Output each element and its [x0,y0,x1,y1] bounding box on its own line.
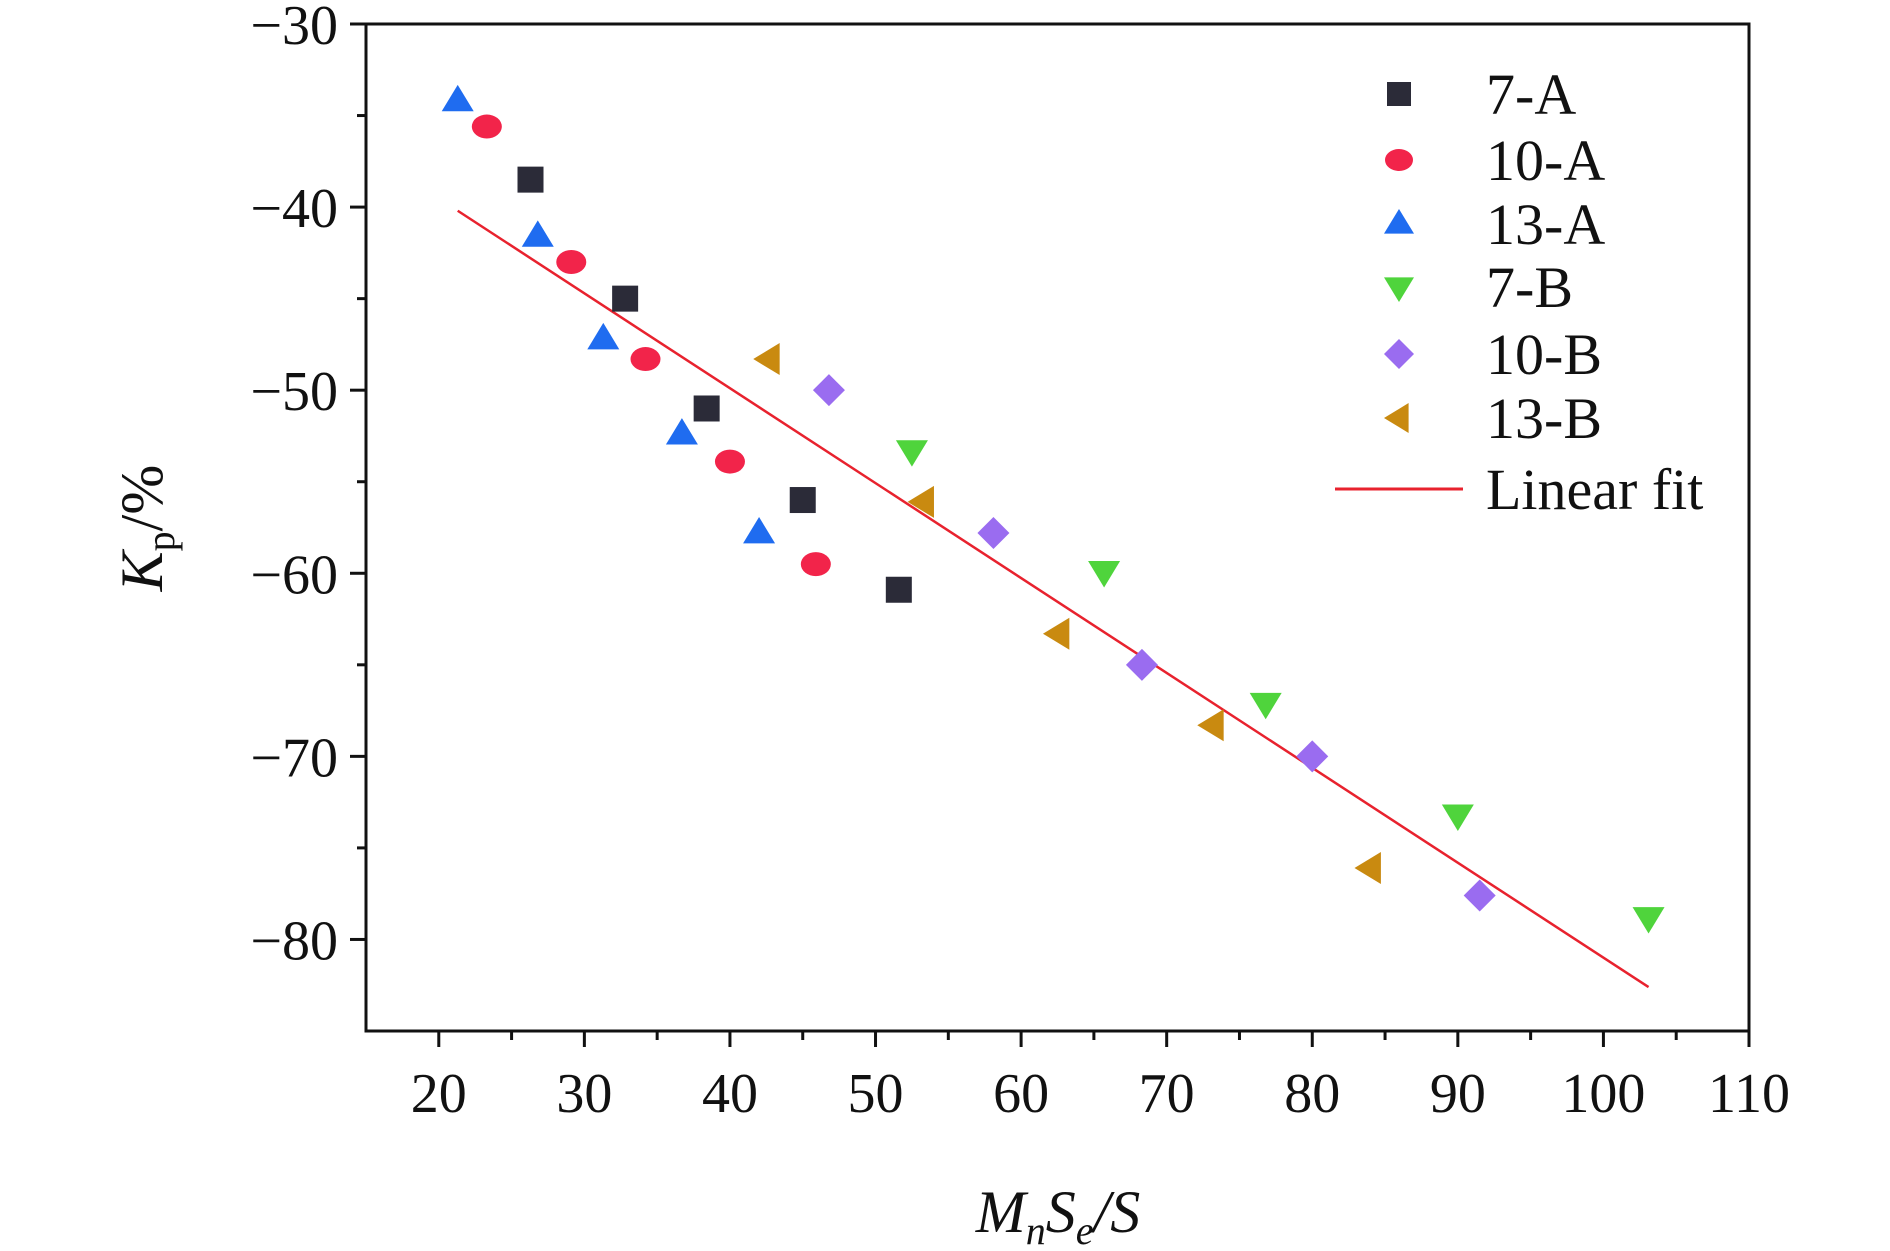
data-point [753,343,780,376]
x-axis-ticks: 20 30 40 50 60 70 80 90 100 110 [411,1031,1790,1125]
legend-marker [1385,149,1413,171]
y-tick-label: −70 [250,727,338,789]
data-point [471,114,502,139]
data-point [441,84,474,112]
series-7-B [895,440,1665,934]
legend-marker [1384,277,1414,302]
x-axis-label-sub-e: e [1076,1208,1094,1251]
x-tick-label: 80 [1284,1063,1340,1125]
legend-label: 7-A [1486,62,1576,127]
series-7-A [517,166,912,603]
x-tick-label: 40 [702,1063,758,1125]
x-tick-label: 30 [556,1063,612,1125]
points-layer [441,84,1665,934]
data-point [1354,852,1381,885]
legend-label: 7-B [1486,255,1573,320]
x-axis-label: MnSe/S [975,1179,1140,1251]
series-10-B [812,374,1496,912]
legend-label: 13-A [1486,192,1605,257]
x-tick-label: 70 [1139,1063,1195,1125]
linear-fit-line [457,209,1650,989]
y-axis-label-sub-p: p [138,531,183,551]
y-tick-label: −50 [250,361,338,423]
legend-marker [1384,339,1414,369]
x-axis-label-tail: /S [1091,1179,1141,1245]
x-axis-label-M: M [975,1179,1029,1245]
x-tick-label: 100 [1561,1063,1645,1125]
data-point [1042,617,1070,650]
x-tick-label: 60 [993,1063,1049,1125]
y-axis-label-K: K [109,548,175,592]
data-point [1632,907,1665,934]
data-point [556,250,587,275]
series-13-B [753,343,1381,885]
data-point [714,449,745,474]
data-point [693,395,720,422]
data-point [885,576,912,603]
data-point [1463,879,1496,912]
legend-label: 10-A [1486,128,1605,193]
plot-frame [364,22,1751,1033]
y-axis-label-tail: /% [109,465,175,532]
y-tick-label: −60 [250,544,338,606]
y-axis-label: Kp/% [109,465,183,593]
data-point [977,516,1010,549]
data-point [789,487,816,514]
legend-label: 13-B [1486,386,1602,451]
data-point [1441,804,1474,831]
legend-marker [1387,82,1411,106]
x-tick-label: 110 [1708,1063,1790,1125]
data-point [1125,648,1158,681]
data-point [1249,692,1282,720]
y-tick-label: −30 [250,0,338,57]
data-point [630,347,661,372]
x-tick-label: 90 [1430,1063,1486,1125]
legend-label: Linear fit [1486,457,1703,522]
x-tick-label: 20 [411,1063,467,1125]
data-point [612,285,639,312]
series-13-A [441,84,776,544]
legend-marker [1384,209,1414,234]
x-axis-label-sub-n: n [1026,1208,1046,1251]
data-point [521,220,554,247]
fit-layer [457,209,1650,989]
x-tick-label: 50 [848,1063,904,1125]
data-point [800,552,831,577]
data-point [1197,709,1224,742]
legend-label: 10-B [1486,322,1602,387]
data-point [1088,561,1121,588]
legend-marker [1384,403,1409,433]
data-point [895,440,928,467]
data-point [665,418,698,445]
data-point [812,374,845,407]
y-tick-label: −40 [250,178,338,240]
data-point [1296,740,1329,773]
data-point [743,516,776,544]
data-point [587,322,620,350]
y-axis-ticks: −30 −40 −50 −60 −70 −80 [250,0,366,972]
data-point [907,485,934,518]
y-tick-label: −80 [250,910,338,972]
series-10-A [471,114,831,577]
data-point [517,166,544,193]
x-axis-label-S: S [1046,1179,1076,1245]
